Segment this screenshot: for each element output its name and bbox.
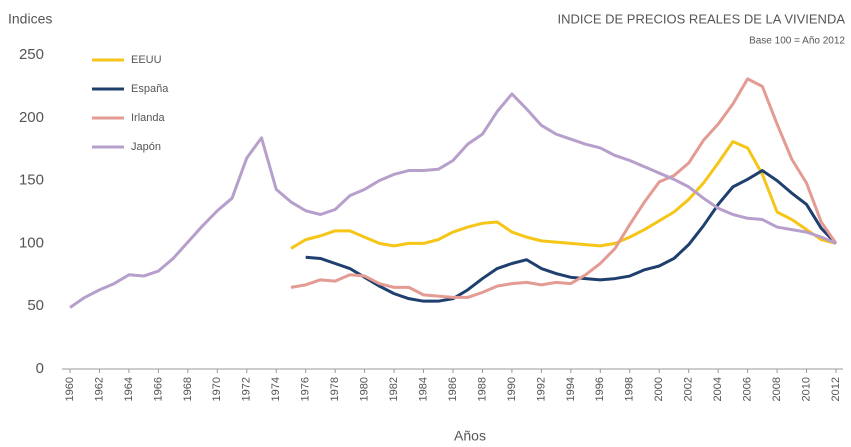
x-tick-label: 1960 bbox=[64, 377, 76, 401]
x-tick-label: 1966 bbox=[152, 377, 164, 401]
x-tick-label: 1992 bbox=[535, 377, 547, 401]
x-tick-label: 1972 bbox=[241, 377, 253, 401]
series-line bbox=[69, 92, 837, 309]
y-tick-label: 100 bbox=[19, 234, 44, 251]
x-tick-label: 1978 bbox=[329, 377, 341, 401]
x-tick-label: 2010 bbox=[800, 377, 812, 401]
series-line bbox=[290, 77, 838, 299]
x-tick-label: 1998 bbox=[624, 377, 636, 401]
chart-subtitle: Base 100 = Año 2012 bbox=[749, 36, 845, 47]
x-axis-label: Años bbox=[454, 428, 486, 444]
x-tick-label: 2006 bbox=[742, 377, 754, 401]
y-tick-label: 0 bbox=[36, 360, 44, 377]
x-tick-label: 2008 bbox=[771, 377, 783, 401]
x-tick-label: 1986 bbox=[447, 377, 459, 401]
x-tick-label: 1984 bbox=[417, 377, 429, 401]
x-tick-label: 1964 bbox=[123, 377, 135, 401]
x-tick-label: 2004 bbox=[712, 377, 724, 401]
x-tick-label: 1962 bbox=[93, 377, 105, 401]
series-line bbox=[290, 140, 837, 250]
x-tick-label: 2002 bbox=[683, 377, 695, 401]
legend-label: Irlanda bbox=[131, 112, 166, 124]
x-tick-label: 1968 bbox=[182, 377, 194, 401]
y-tick-label: 50 bbox=[27, 297, 44, 314]
x-tick-label: 1970 bbox=[211, 377, 223, 401]
legend-label: Japón bbox=[131, 141, 161, 153]
x-tick-label: 1976 bbox=[300, 377, 312, 401]
x-tick-label: 2012 bbox=[830, 377, 842, 401]
x-tick-label: 1974 bbox=[270, 377, 282, 401]
legend-label: EEUU bbox=[131, 54, 162, 66]
x-tick-label: 1996 bbox=[594, 377, 606, 401]
x-tick-label: 2000 bbox=[653, 377, 665, 401]
y-tick-label: 250 bbox=[19, 46, 44, 63]
x-tick-label: 1982 bbox=[388, 377, 400, 401]
y-axis-label: Indices bbox=[8, 11, 52, 27]
legend-label: España bbox=[131, 83, 169, 95]
y-tick-label: 200 bbox=[19, 109, 44, 126]
x-tick-label: 1980 bbox=[359, 377, 371, 401]
y-tick-label: 150 bbox=[19, 172, 44, 189]
chart-title: INDICE DE PRECIOS REALES DE LA VIVIENDA bbox=[557, 11, 845, 26]
series-line bbox=[305, 169, 838, 303]
x-tick-label: 1994 bbox=[565, 377, 577, 401]
x-tick-label: 1990 bbox=[506, 377, 518, 401]
x-tick-label: 1988 bbox=[476, 377, 488, 401]
